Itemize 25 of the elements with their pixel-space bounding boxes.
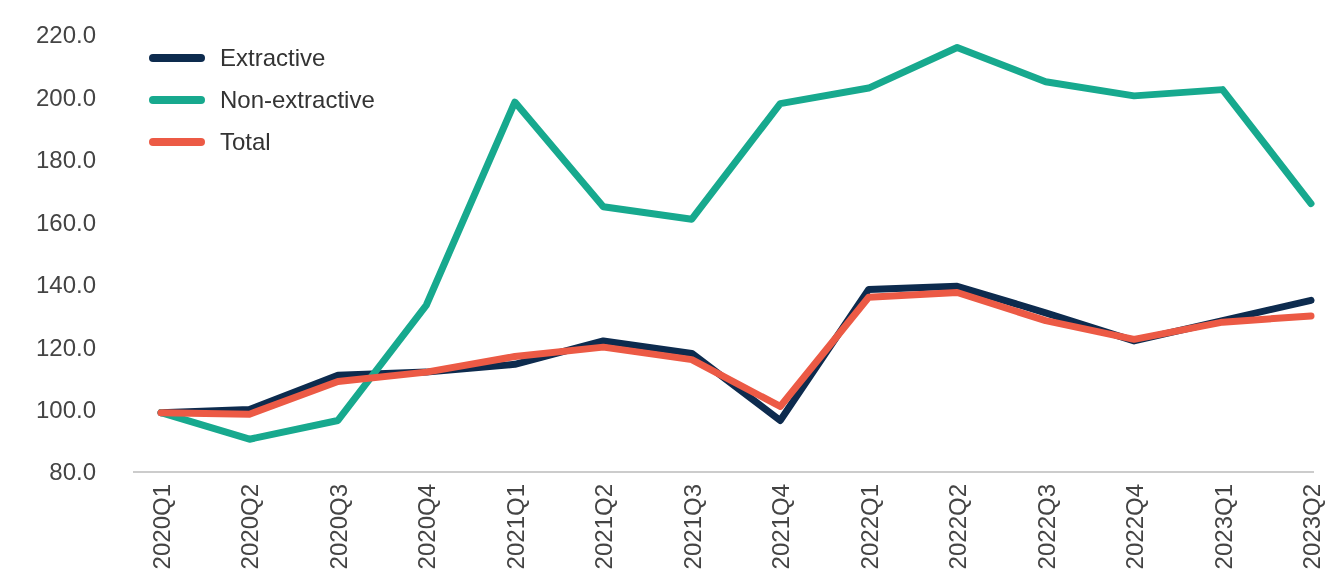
- y-tick-label: 100.0: [35, 395, 96, 423]
- legend-label: Non-extractive: [220, 86, 375, 114]
- x-tick-label: 2020Q2: [236, 484, 264, 570]
- x-tick-label: 2022Q4: [1121, 484, 1149, 570]
- x-tick-label: 2021Q3: [678, 484, 706, 570]
- y-tick-label: 200.0: [35, 83, 96, 111]
- x-tick-label: 2020Q3: [324, 484, 352, 570]
- x-tick-label: 2023Q1: [1209, 484, 1237, 570]
- y-tick-label: 180.0: [35, 146, 96, 174]
- x-tick-label: 2021Q2: [590, 484, 618, 570]
- y-tick-label: 120.0: [35, 333, 96, 361]
- x-tick-label: 2022Q2: [944, 484, 972, 570]
- x-tick-label: 2022Q3: [1032, 484, 1060, 570]
- x-tick-label: 2020Q1: [148, 484, 175, 570]
- y-tick-label: 140.0: [35, 271, 96, 299]
- x-tick-label: 2021Q4: [767, 484, 795, 570]
- x-tick-label: 2023Q2: [1298, 484, 1325, 570]
- x-tick-label: 2021Q1: [501, 484, 529, 570]
- x-tick-label: 2020Q4: [413, 484, 441, 570]
- y-tick-label: 80.0: [49, 458, 96, 486]
- legend-label: Extractive: [220, 44, 326, 72]
- y-tick-label: 220.0: [35, 21, 96, 49]
- legend-label: Total: [220, 128, 271, 156]
- x-tick-label: 2022Q1: [855, 484, 883, 570]
- y-tick-label: 160.0: [35, 208, 96, 236]
